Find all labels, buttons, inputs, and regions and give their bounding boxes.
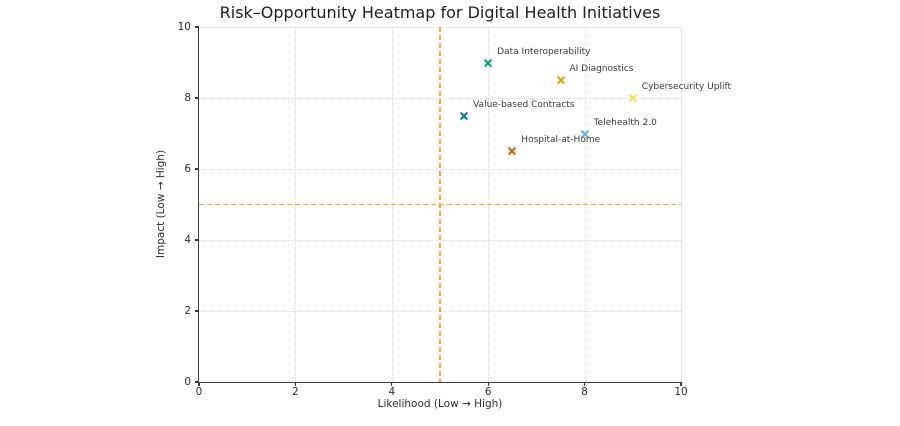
y-tick-label-4: 4 <box>184 234 191 246</box>
x-tick-8 <box>584 382 586 386</box>
data-point-marker-value-based-contracts <box>459 110 470 121</box>
data-point-label-data-interoperability: Data Interoperability <box>497 46 591 57</box>
x-tick-label-0: 0 <box>195 386 203 398</box>
data-point-marker-data-interoperability <box>483 57 494 68</box>
data-point-marker-cybersecurity-uplift <box>627 93 638 104</box>
y-tick-label-2: 2 <box>184 305 191 317</box>
threshold-line-horizontal <box>199 203 681 206</box>
x-tick-label-10: 10 <box>674 386 688 398</box>
y-tick-label-8: 8 <box>184 92 191 104</box>
data-point-label-hospital-at-home: Hospital-at-Home <box>521 135 601 146</box>
y-tick-label-10: 10 <box>177 21 191 33</box>
y-tick-2 <box>195 310 199 312</box>
y-tick-0 <box>195 381 199 383</box>
y-axis-title: Impact (Low → High) <box>155 149 167 259</box>
right-spine <box>680 27 682 382</box>
data-point-marker-ai-diagnostics <box>555 75 566 86</box>
y-tick-4 <box>195 239 199 241</box>
y-tick-6 <box>195 168 199 170</box>
x-tick-6 <box>487 382 489 386</box>
x-tick-0 <box>198 382 200 386</box>
chart-title: Risk–Opportunity Heatmap for Digital Hea… <box>219 3 661 22</box>
data-point-marker-hospital-at-home <box>507 146 518 157</box>
data-point-label-ai-diagnostics: AI Diagnostics <box>569 64 634 75</box>
x-tick-label-8: 8 <box>581 386 588 398</box>
data-point-label-value-based-contracts: Value-based Contracts <box>473 99 575 110</box>
y-tick-label-6: 6 <box>184 163 191 175</box>
x-tick-label-6: 6 <box>484 386 492 398</box>
y-tick-8 <box>195 97 199 99</box>
x-tick-label-2: 2 <box>292 386 299 398</box>
x-tick-10 <box>680 382 682 386</box>
data-point-label-cybersecurity-uplift: Cybersecurity Uplift <box>641 82 731 92</box>
plot-area: 0 2 4 6 8 10 0 2 4 6 8 10 Data Interoperability AI D… <box>178 21 731 398</box>
x-tick-label-4: 4 <box>388 386 396 398</box>
y-tick-10 <box>195 26 199 28</box>
x-axis-title: Likelihood (Low → High) <box>377 398 503 410</box>
y-tick-label-0: 0 <box>184 376 191 388</box>
x-tick-2 <box>294 382 296 386</box>
y-axis-spine <box>198 27 200 383</box>
data-point-label-telehealth-2-0: Telehealth 2.0 <box>593 117 657 128</box>
x-axis-spine <box>198 381 682 383</box>
x-tick-4 <box>391 382 393 386</box>
